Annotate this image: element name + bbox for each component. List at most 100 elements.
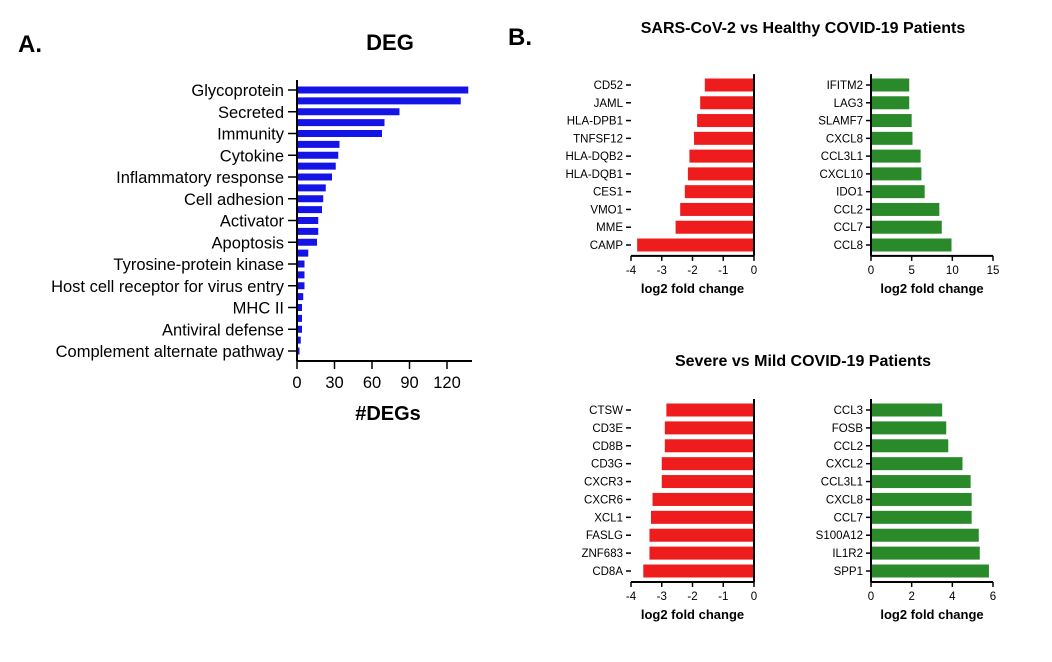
x-axis-label: log2 fold change xyxy=(880,281,983,296)
category-label-CCL3: CCL3 xyxy=(834,405,863,417)
xtick-label-0: 0 xyxy=(292,374,301,392)
category-label-CCL3L1: CCL3L1 xyxy=(821,151,863,163)
xtick-label-2: 60 xyxy=(363,374,381,392)
bar-16 xyxy=(297,260,305,268)
xtick-label-2: -2 xyxy=(687,265,697,277)
category-label-18: Host cell receptor for virus entry xyxy=(51,278,285,296)
chart-b-2: IFITM2 LAG3 SLAMF7 CXCL8 CCL3L1 CXCL10 IDO1 CCL… xyxy=(818,74,999,296)
category-label-CCL2: CCL2 xyxy=(834,204,863,216)
bar-18 xyxy=(297,282,305,290)
panel-b-top-title: SARS-CoV-2 vs Healthy COVID-19 Patients xyxy=(641,20,966,37)
category-label-6: Cytokine xyxy=(220,147,284,165)
category-label-LAG3: LAG3 xyxy=(834,98,863,110)
chart-b-1: CD52 JAML HLA-DPB1 TNFSF12 HLA-DQB2 HLA-DQB1 C… xyxy=(565,74,757,296)
bar-CXCR3 xyxy=(661,475,754,489)
xtick-label-3: 15 xyxy=(987,265,1000,277)
x-axis-label: log2 fold change xyxy=(641,607,744,622)
xtick-label-1: 2 xyxy=(908,591,914,603)
category-label-0: Glycoprotein xyxy=(191,82,284,100)
bar-17 xyxy=(297,271,305,279)
panel-a-letter: A. xyxy=(18,31,42,58)
chart-b-4: CCL3 FOSB CCL2 CXCL2 CCL3L1 CXCL8 CCL7 S100A12 I… xyxy=(816,399,996,622)
xtick-label-1: 5 xyxy=(908,265,914,277)
category-label-CD8B: CD8B xyxy=(592,441,623,453)
chart-a: Glycoprotein Secreted Immunity Cytokine Infl… xyxy=(51,80,472,425)
category-label-IDO1: IDO1 xyxy=(836,187,863,199)
bar-MME xyxy=(675,220,754,234)
bar-HLA-DPB1 xyxy=(697,114,754,128)
category-label-HLA-DQB2: HLA-DQB2 xyxy=(565,151,623,163)
bar-CAMP xyxy=(637,238,754,252)
bar-CD8A xyxy=(643,564,754,578)
bar-HLA-DQB2 xyxy=(689,149,754,163)
bar-FOSB xyxy=(871,421,947,435)
bar-CXCL2 xyxy=(871,457,963,471)
category-label-14: Apoptosis xyxy=(212,234,284,252)
bar-FASLG xyxy=(649,528,754,542)
bar-CES1 xyxy=(684,185,754,199)
category-label-CD8A: CD8A xyxy=(592,566,623,578)
category-label-12: Activator xyxy=(220,213,285,231)
bar-CCL3L1 xyxy=(871,149,921,163)
bar-24 xyxy=(297,347,300,355)
category-label-CCL8: CCL8 xyxy=(834,240,863,252)
bar-S100A12 xyxy=(871,528,979,542)
bar-CCL2 xyxy=(871,439,949,453)
panel-b-letter: B. xyxy=(508,24,532,51)
xtick-label-3: -1 xyxy=(718,265,728,277)
xtick-label-1: 30 xyxy=(325,374,343,392)
bar-13 xyxy=(297,227,319,235)
bar-10 xyxy=(297,195,324,203)
bar-IDO1 xyxy=(871,185,925,199)
bar-12 xyxy=(297,217,319,224)
bar-CTSW xyxy=(666,403,754,417)
bar-HLA-DQB1 xyxy=(687,167,754,181)
category-label-SPP1: SPP1 xyxy=(834,566,863,578)
category-label-HLA-DPB1: HLA-DPB1 xyxy=(567,116,623,128)
category-label-22: Antiviral defense xyxy=(162,321,284,339)
bar-CD3E xyxy=(664,421,754,435)
category-label-CTSW: CTSW xyxy=(589,405,623,417)
bar-23 xyxy=(297,336,301,344)
bar-IL1R2 xyxy=(871,546,980,560)
bar-22 xyxy=(297,325,302,333)
panel-b-bottom-title: Severe vs Mild COVID-19 Patients xyxy=(675,353,931,370)
bar-20 xyxy=(297,304,302,311)
chart-b-3: CTSW CD3E CD8B CD3G CXCR3 CXCR6 XCL1 FASLG ZNF68… xyxy=(581,399,757,622)
category-label-ZNF683: ZNF683 xyxy=(581,548,623,560)
bar-CCL8 xyxy=(871,238,952,252)
charts-layer: Glycoprotein Secreted Immunity Cytokine Infl… xyxy=(51,74,999,622)
bar-IFITM2 xyxy=(871,78,910,92)
bar-ZNF683 xyxy=(649,546,754,560)
category-label-JAML: JAML xyxy=(594,98,624,110)
category-label-CXCL10: CXCL10 xyxy=(820,169,863,181)
category-label-TNFSF12: TNFSF12 xyxy=(573,133,623,145)
bar-LAG3 xyxy=(871,96,910,110)
bar-14 xyxy=(297,238,317,246)
category-label-CAMP: CAMP xyxy=(590,240,624,252)
category-label-IL1R2: IL1R2 xyxy=(832,548,863,560)
xtick-label-1: -3 xyxy=(657,265,667,277)
bar-15 xyxy=(297,249,309,257)
bar-JAML xyxy=(700,96,754,110)
category-label-CD52: CD52 xyxy=(594,80,623,92)
category-label-FOSB: FOSB xyxy=(832,423,864,435)
bar-9 xyxy=(297,184,326,192)
bar-CCL3L1 xyxy=(871,475,971,489)
bar-SPP1 xyxy=(871,564,989,578)
category-label-CD3E: CD3E xyxy=(592,423,623,435)
xtick-label-4: 120 xyxy=(433,374,461,392)
bar-CD52 xyxy=(704,78,754,92)
bar-11 xyxy=(297,206,322,214)
xtick-label-3: 90 xyxy=(400,374,418,392)
bar-XCL1 xyxy=(650,510,754,524)
bar-CXCL8 xyxy=(871,492,972,506)
bar-CXCR6 xyxy=(652,492,754,506)
xtick-label-4: 0 xyxy=(751,591,757,603)
category-label-CXCL2: CXCL2 xyxy=(826,459,863,471)
bar-CXCL8 xyxy=(871,131,913,145)
xtick-label-0: 0 xyxy=(868,591,874,603)
category-label-CXCR6: CXCR6 xyxy=(584,494,623,506)
xtick-label-2: -2 xyxy=(687,591,697,603)
